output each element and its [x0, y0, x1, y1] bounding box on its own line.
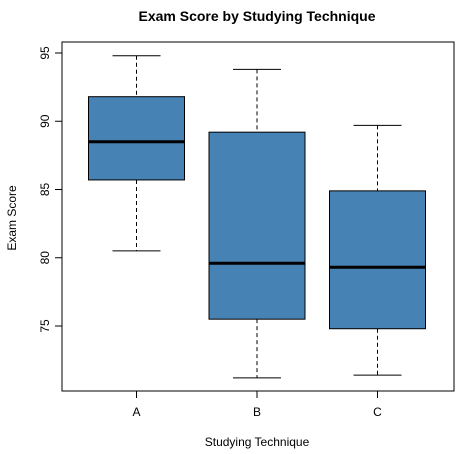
x-tick-label: A: [132, 405, 140, 419]
chart-title: Exam Score by Studying Technique: [138, 8, 375, 24]
x-axis-label: Studying Technique: [205, 435, 310, 449]
y-axis: 75 80 85 90 95: [38, 46, 63, 333]
boxes-group: [88, 55, 426, 379]
y-tick-label: 80: [38, 251, 52, 265]
y-axis-label: Exam Score: [5, 185, 19, 251]
y-tick-label: 95: [38, 46, 52, 60]
x-tick-label: B: [253, 405, 261, 419]
y-tick-label: 75: [38, 319, 52, 333]
iqr-box: [88, 96, 185, 181]
x-tick-label: C: [373, 405, 382, 419]
box-B: [208, 68, 306, 379]
y-tick-label: 90: [38, 114, 52, 128]
iqr-box: [329, 190, 426, 330]
box-C: [329, 124, 426, 376]
box-A: [88, 55, 185, 252]
iqr-box: [208, 131, 306, 320]
y-tick-label: 85: [38, 183, 52, 197]
x-axis: A B C: [132, 390, 382, 419]
